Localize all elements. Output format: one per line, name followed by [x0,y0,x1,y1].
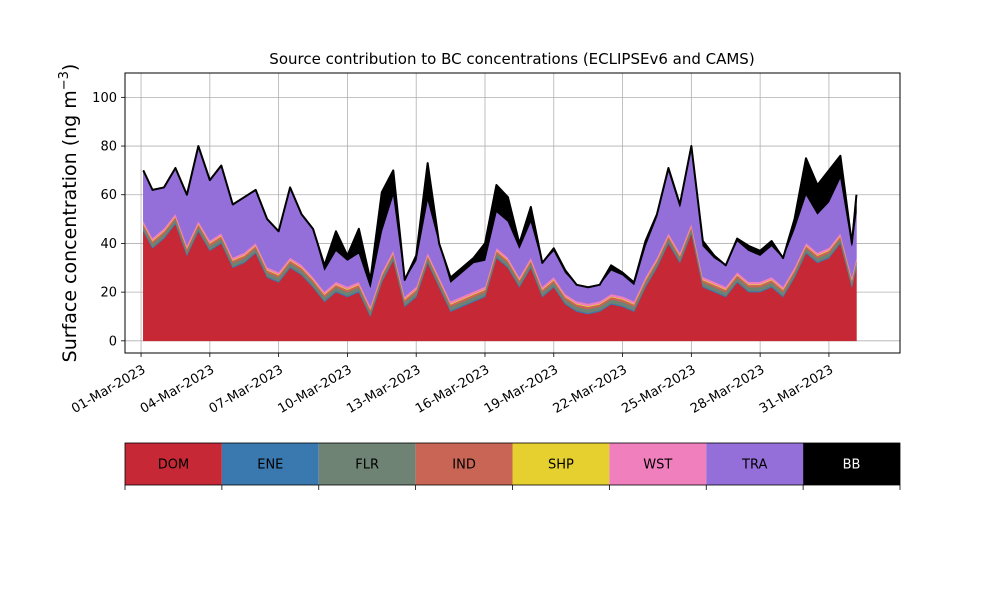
x-tick-label: 31-Mar-2023 [757,362,836,416]
y-tick-label: 40 [100,237,117,252]
legend-label-flr: FLR [355,458,379,473]
legend-swatch-bb [803,443,900,485]
legend-label-ind: IND [452,458,476,473]
y-tick-label: 0 [109,334,117,349]
x-tick-label: 16-Mar-2023 [413,362,492,416]
y-tick-label: 20 [100,286,117,301]
legend-swatch-wst [609,443,707,485]
chart-title: Source contribution to BC concentrations… [269,50,754,68]
x-tick-label: 19-Mar-2023 [482,362,561,416]
x-tick-label: 13-Mar-2023 [344,362,423,416]
legend-swatch-ind [415,443,513,485]
x-axis: 01-Mar-202304-Mar-202307-Mar-202310-Mar-… [69,353,836,417]
plot-frame [124,72,901,354]
stacked-areas [142,145,858,342]
legend-label-shp: SHP [548,458,574,473]
x-tick-label: 01-Mar-2023 [69,362,148,416]
legend-swatch-ene [221,443,319,485]
legend-label-bb: BB [843,458,861,473]
legend-swatch-shp [512,443,610,485]
legend-swatch-flr [318,443,416,485]
y-tick-label: 80 [100,140,117,155]
y-axis-label-main: Surface concentration (ng m [59,90,81,362]
x-tick-label: 04-Mar-2023 [138,362,217,416]
legend-label-dom: DOM [158,458,189,473]
y-axis: 0 20 40 60 80 100 [92,91,125,349]
plot-area: 0 20 40 60 80 100 01-Mar-202304-Mar-202307-Ma… [69,72,901,417]
x-tick-label: 07-Mar-2023 [207,362,286,416]
total-line [142,145,858,289]
y-axis-label: Surface concentration (ng m−3) [57,64,81,363]
legend-label-tra: TRA [741,458,767,473]
y-tick-label: 100 [92,91,117,106]
legend-swatch-tra [706,443,804,485]
y-tick-label: 60 [100,188,117,203]
legend-label-ene: ENE [257,458,283,473]
legend-swatch-dom [125,443,222,485]
x-tick-label: 22-Mar-2023 [551,362,630,416]
x-tick-label: 28-Mar-2023 [688,362,767,416]
y-axis-label-superscript: −3 [57,71,72,90]
y-axis-label-close: ) [59,64,81,71]
x-tick-label: 25-Mar-2023 [619,362,698,416]
x-tick-label: 10-Mar-2023 [275,362,354,416]
legend-colorbar: DOM ENE FLR IND SHP WST TRA BB [124,442,901,490]
legend-label-wst: WST [643,458,672,473]
